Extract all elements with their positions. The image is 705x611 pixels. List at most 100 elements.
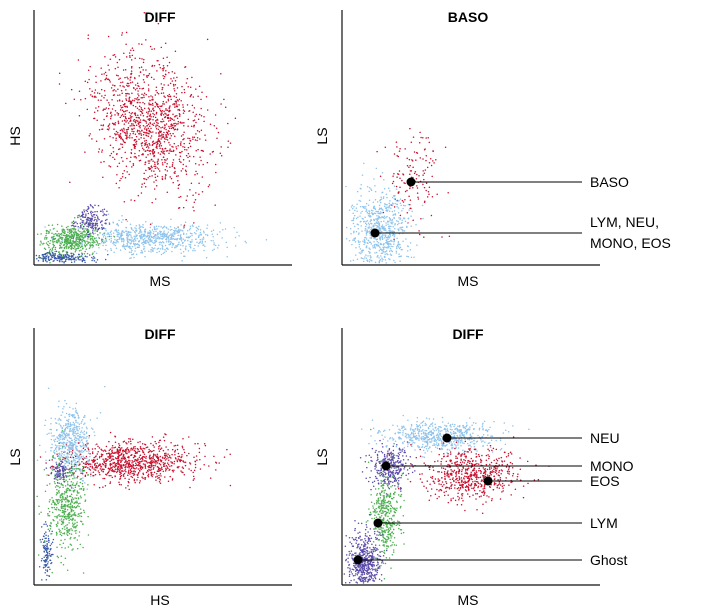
scatter-point: [78, 450, 80, 453]
scatter-point: [170, 134, 173, 137]
scatter-point: [109, 481, 112, 483]
scatter-point: [132, 144, 135, 146]
scatter-point: [167, 236, 169, 238]
scatter-point: [91, 452, 94, 455]
scatter-point: [67, 458, 70, 461]
scatter-point: [91, 222, 94, 225]
scatter-point: [153, 181, 155, 183]
scatter-point: [61, 432, 63, 434]
scatter-point: [162, 156, 165, 158]
scatter-point: [100, 470, 103, 472]
scatter-point: [179, 195, 182, 198]
scatter-point: [70, 231, 73, 233]
scatter-point: [133, 130, 135, 133]
scatter-point: [70, 450, 72, 453]
scatter-point: [374, 190, 377, 193]
scatter-point: [388, 237, 391, 239]
scatter-point: [370, 228, 372, 231]
scatter-point: [87, 37, 89, 40]
scatter-point: [148, 461, 150, 464]
scatter-point: [82, 237, 85, 239]
scatter-point: [132, 123, 134, 125]
scatter-point: [94, 469, 96, 471]
scatter-point: [185, 82, 188, 84]
scatter-point: [195, 170, 197, 173]
scatter-point: [124, 248, 127, 251]
scatter-point: [139, 235, 142, 238]
scatter-point: [145, 178, 148, 181]
scatter-point: [389, 217, 391, 220]
scatter-point: [359, 241, 361, 243]
scatter-point: [48, 474, 50, 476]
scatter-point: [170, 461, 172, 463]
scatter-point: [165, 109, 167, 111]
scatter-point: [68, 236, 71, 238]
scatter-point: [422, 183, 424, 186]
scatter-point: [134, 147, 136, 150]
scatter-point: [42, 255, 44, 258]
scatter-point: [168, 141, 170, 144]
scatter-point: [134, 445, 136, 448]
scatter-point: [118, 78, 120, 81]
scatter-point: [92, 471, 95, 474]
scatter-point: [174, 128, 177, 131]
scatter-point: [118, 162, 121, 164]
scatter-point: [133, 243, 135, 245]
scatter-point: [193, 107, 196, 109]
scatter-point: [150, 456, 153, 459]
scatter-point: [47, 387, 50, 389]
scatter-point: [386, 231, 388, 233]
scatter-point: [407, 255, 410, 258]
scatter-point: [117, 461, 119, 464]
scatter-point: [168, 71, 170, 74]
scatter-point: [95, 140, 98, 142]
scatter-point: [150, 236, 153, 239]
scatter-point: [66, 243, 69, 246]
scatter-point: [398, 222, 400, 225]
scatter-point: [77, 460, 80, 462]
scatter-point: [66, 238, 69, 240]
scatter-point: [422, 217, 424, 220]
scatter-point: [155, 111, 158, 114]
scatter-point: [41, 254, 44, 256]
scatter-point: [423, 186, 426, 189]
scatter-point: [413, 151, 416, 153]
scatter-point: [396, 223, 399, 226]
scatter-point: [158, 474, 160, 477]
scatter-point: [70, 446, 73, 449]
scatter-point: [159, 472, 162, 475]
scatter-point: [76, 234, 79, 237]
scatter-point: [388, 250, 391, 252]
scatter-point: [71, 456, 74, 458]
scatter-point: [198, 113, 201, 116]
scatter-point: [145, 455, 147, 458]
scatter-point: [73, 443, 75, 446]
scatter-point: [100, 80, 102, 82]
scatter-point: [84, 261, 86, 264]
scatter-point: [116, 450, 118, 452]
scatter-point: [56, 239, 58, 242]
scatter-point: [105, 240, 108, 242]
scatter-point: [164, 112, 166, 114]
scatter-point: [55, 422, 57, 424]
scatter-point: [50, 432, 53, 434]
scatter-point: [90, 217, 92, 219]
scatter-point: [396, 176, 398, 178]
scatter-point: [95, 244, 98, 246]
scatter-point: [150, 135, 153, 137]
scatter-point: [59, 246, 62, 249]
scatter-point: [89, 465, 92, 468]
scatter-point: [135, 230, 138, 232]
scatter-point: [368, 232, 371, 234]
scatter-point: [196, 173, 199, 175]
scatter-point: [76, 245, 79, 247]
scatter-point: [152, 232, 155, 235]
panel-diff-ms-hs: DIFF HS MS: [7, 9, 292, 289]
scatter-point: [95, 107, 97, 109]
scatter-point: [167, 120, 170, 122]
scatter-point: [186, 236, 188, 239]
scatter-point: [150, 116, 152, 118]
scatter-point: [78, 425, 80, 428]
scatter-point: [349, 228, 352, 230]
scatter-point: [86, 220, 88, 222]
